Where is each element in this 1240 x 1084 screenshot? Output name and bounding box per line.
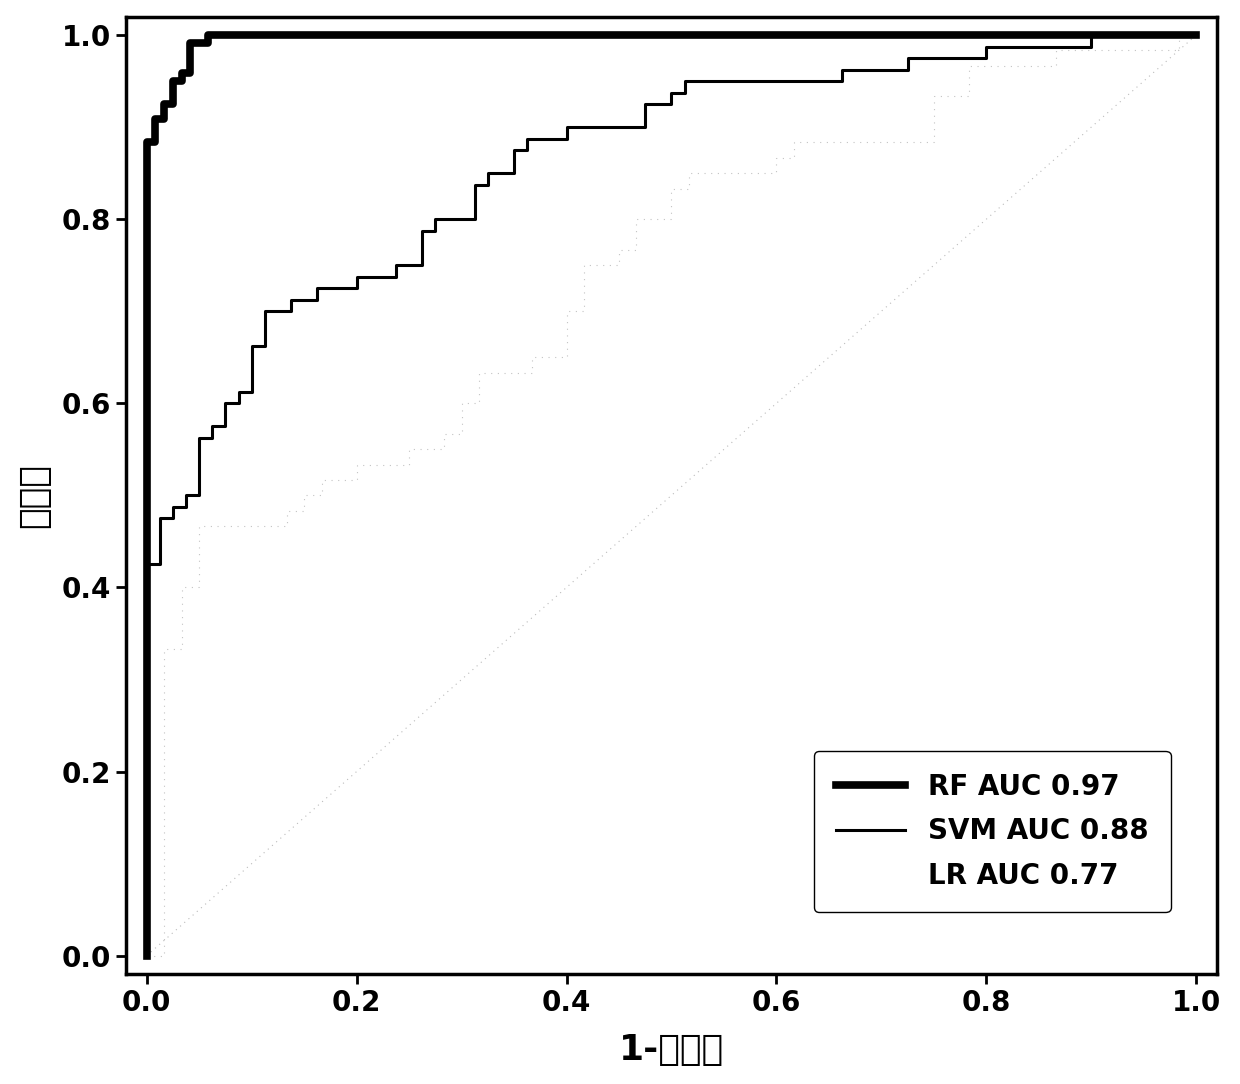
Y-axis label: 敏感性: 敏感性 (16, 463, 51, 528)
X-axis label: 1-特异性: 1-特异性 (619, 1033, 724, 1068)
Legend: RF AUC 0.97, SVM AUC 0.88, LR AUC 0.77: RF AUC 0.97, SVM AUC 0.88, LR AUC 0.77 (813, 750, 1171, 913)
